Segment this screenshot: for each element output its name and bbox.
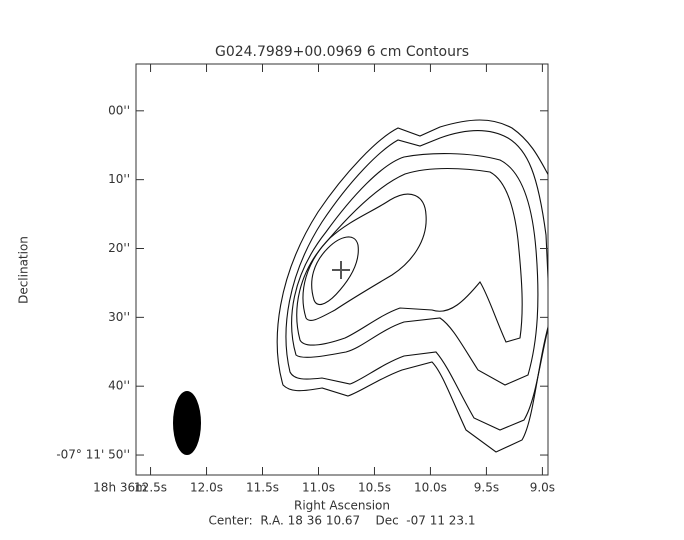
y-tick-label: 40'' (108, 379, 130, 393)
x-tick-label: 9.0s (530, 481, 555, 495)
x-tick-label: 10.5s (358, 481, 391, 495)
contour (291, 153, 539, 386)
y-tick-label: 30'' (108, 310, 130, 324)
chart-title: G024.7989+00.0969 6 cm Contours (215, 44, 469, 60)
x-tick-label: 12.5s (134, 481, 167, 495)
x-axis-label: Right Ascension (294, 499, 390, 513)
y-tick-label: 00'' (108, 103, 130, 117)
footer: Center: R.A. 18 36 10.67 Dec -07 11 23.1 (208, 514, 475, 528)
contour (302, 193, 427, 321)
y-tick-label: 10'' (108, 172, 130, 186)
y-tick-label: 20'' (108, 241, 130, 255)
contours (276, 119, 548, 453)
center-marker (332, 261, 350, 279)
contour (311, 236, 359, 305)
x-prefix: 18h 36m (93, 481, 147, 495)
x-tick-label: 11.0s (302, 481, 335, 495)
y-tick-label: -07° 11' 50'' (56, 448, 130, 462)
contour (285, 130, 548, 431)
x-tick-label: 10.0s (414, 481, 447, 495)
y-axis-label: Declination (17, 236, 31, 304)
beam (173, 391, 201, 455)
contour (296, 167, 523, 346)
contour (276, 119, 548, 453)
x-tick-label: 9.5s (474, 481, 499, 495)
x-tick-label: 12.0s (190, 481, 223, 495)
x-tick-label: 11.5s (246, 481, 279, 495)
